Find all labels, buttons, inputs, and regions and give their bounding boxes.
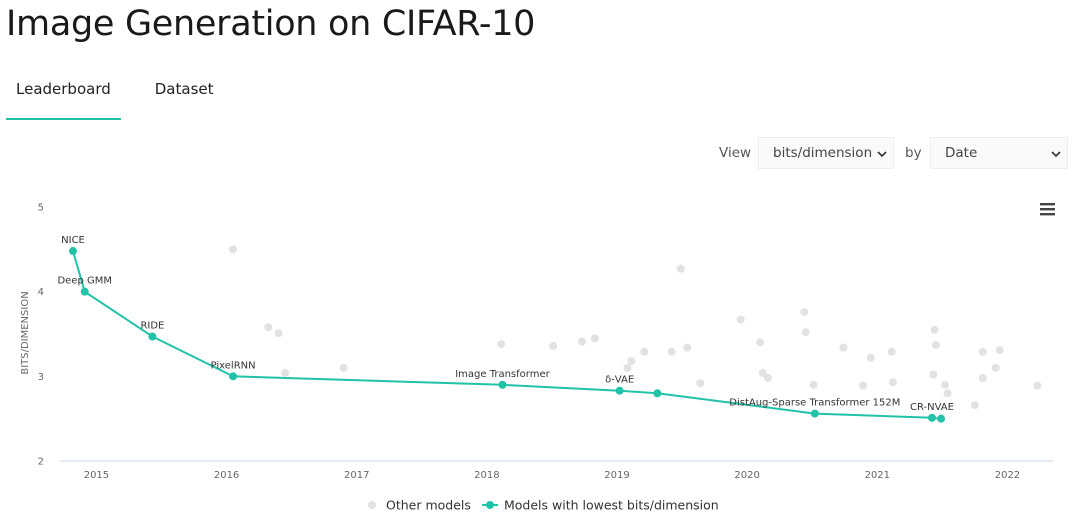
menu-bar [1040,208,1055,211]
tabs: Leaderboard Dataset [6,70,224,120]
y-tick-label: 3 [38,372,44,383]
point [736,315,745,324]
line [72,250,942,420]
point [498,380,507,389]
point [549,341,558,350]
x-tick-label: 2015 [84,470,109,481]
metric-value: bits/dimension [773,145,873,161]
view-label: View [719,145,752,161]
point [80,287,89,296]
x-tick-label: 2019 [604,470,629,481]
point [858,381,867,390]
point [1033,381,1042,390]
point [653,389,662,398]
data-label: NICE [61,235,85,246]
point [937,414,946,423]
point [69,247,78,256]
point [931,341,940,350]
y-axis-label: BITS/DIMENSION [20,291,31,374]
point [229,372,238,381]
point [590,334,599,343]
point [943,389,952,398]
point [995,346,1004,355]
point [991,363,1000,372]
point [615,386,624,395]
menu-icon[interactable] [1040,203,1055,216]
point [148,332,157,341]
point [839,343,848,352]
point [888,378,897,387]
x-tick-label: 2018 [474,470,499,481]
y-tick-label: 5 [38,203,44,214]
y-tick-label: 2 [38,457,44,468]
point [866,353,875,362]
point [809,380,818,389]
point [274,329,283,338]
point [800,307,809,316]
menu-bar [1040,213,1055,216]
menu-bar [1040,203,1055,206]
point [978,374,987,383]
sort-select[interactable]: Date [930,137,1068,169]
point [339,363,348,372]
point [497,340,506,349]
x-tick-label: 2017 [344,470,369,481]
point [640,347,649,356]
data-label: δ-VAE [605,375,634,386]
point [801,328,810,337]
data-label: PixelRNN [211,360,256,371]
point [229,245,238,254]
point [264,323,273,332]
point [623,363,632,372]
point [929,370,938,379]
chevron [1051,151,1061,158]
point [940,380,949,389]
x-tick-label: 2022 [995,470,1020,481]
legend-label: Other models [386,498,471,513]
point [970,401,979,410]
data-label: Deep GMM [57,276,112,287]
chevron [877,151,887,158]
point [676,264,685,273]
point [281,368,290,377]
sort-value: Date [945,145,978,161]
data-label: RIDE [140,321,164,332]
x-tick-label: 2021 [865,470,890,481]
point [978,347,987,356]
data-label: Image Transformer [455,369,550,380]
point [667,347,676,356]
legend-label: Models with lowest bits/dimension [504,498,719,513]
metric-select[interactable]: bits/dimension [758,137,894,169]
y-tick-label: 4 [38,287,44,298]
point [577,337,586,346]
page-title: Image Generation on CIFAR-10 [6,4,536,44]
x-tick-label: 2016 [214,470,239,481]
point [696,379,705,388]
x-tick-label: 2020 [734,470,759,481]
by-label: by [905,145,922,161]
point [627,357,636,366]
point [927,413,936,422]
legend-marker [368,501,376,509]
tab[interactable]: Leaderboard [6,70,121,120]
point [887,347,896,356]
legend-marker [486,501,494,509]
point [756,338,765,347]
point [810,409,819,418]
data-label: CR-NVAE [910,402,954,413]
point [683,343,692,352]
point [758,368,767,377]
tab[interactable]: Dataset [154,80,214,98]
point [930,325,939,334]
data-label: DistAug-Sparse Transformer 152M [729,398,900,409]
point [763,374,772,383]
